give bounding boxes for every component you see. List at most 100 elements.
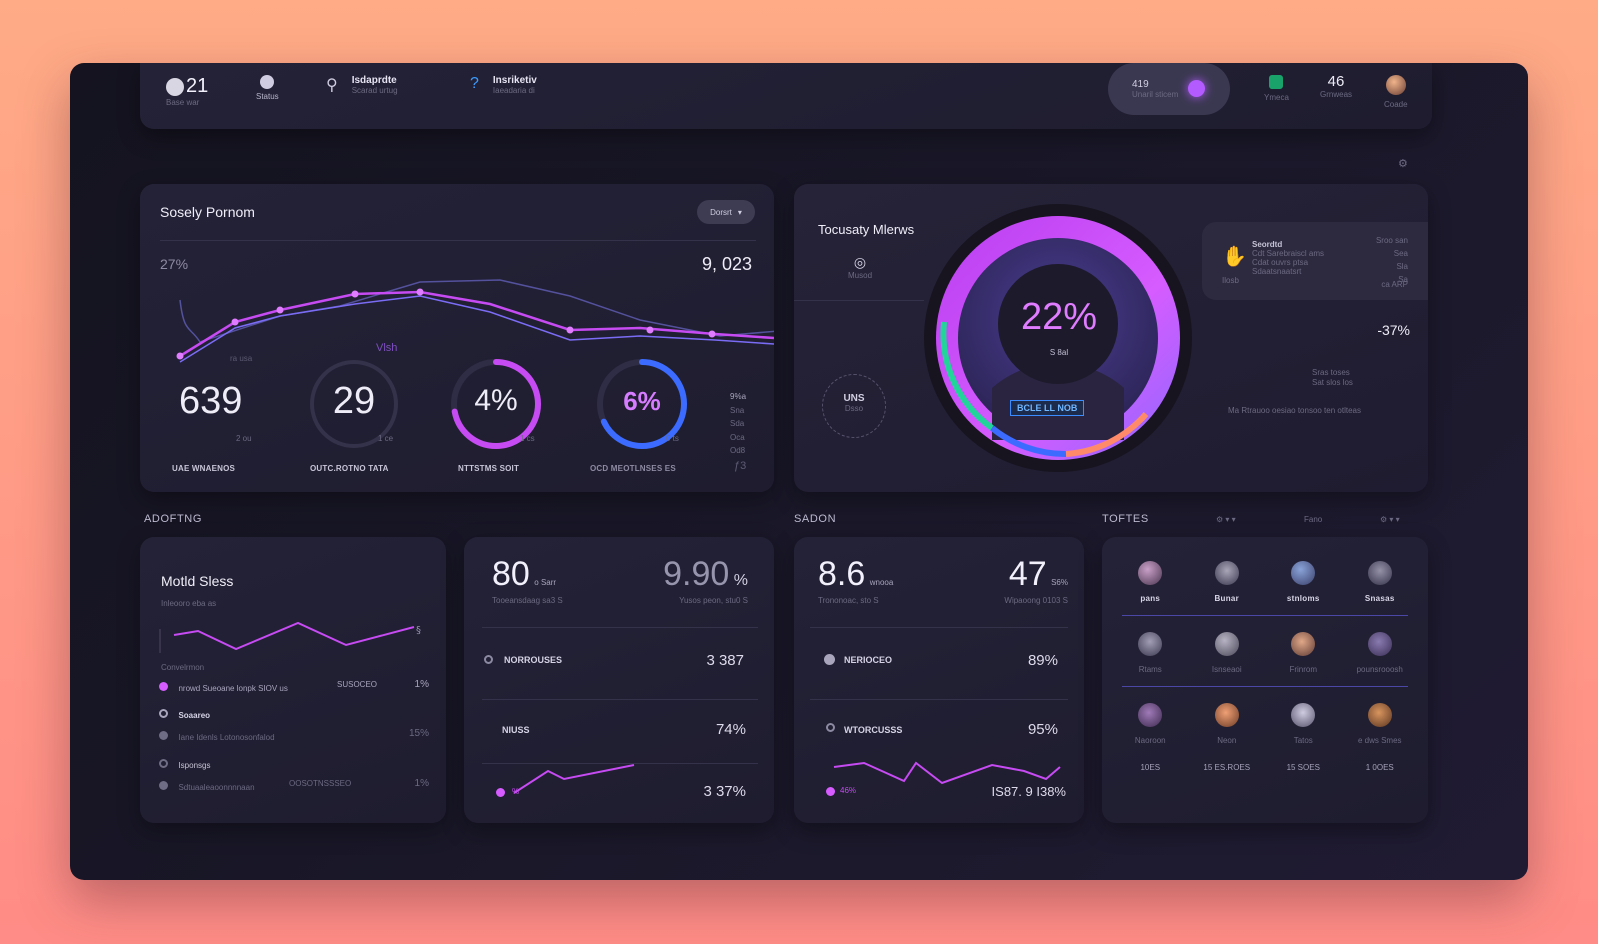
row-dot-icon — [824, 654, 835, 665]
metrics2-sparkline — [833, 761, 1061, 785]
team-member[interactable]: Tatos — [1265, 703, 1342, 745]
member-name: pounsrooosh — [1356, 665, 1403, 674]
topbar-item-4-sub: Iaeadaria di — [492, 86, 535, 95]
model-row-5[interactable]: Sdtuaaleaoonnnnaan OOSOTNSSSEO 1% — [159, 777, 429, 792]
team-header-a: Fano — [1304, 515, 1323, 524]
gauge-icon-sub: Musod — [848, 271, 873, 280]
gauge-badge[interactable]: BCLE LL NOB — [1010, 400, 1085, 416]
team-member[interactable]: Naoroon — [1112, 703, 1189, 745]
model-row-4[interactable]: Isponsgs — [159, 755, 210, 773]
gauge-arc-orange — [1065, 412, 1149, 457]
section-filter-icons[interactable]: ⚙ ▾ ▾ — [1216, 515, 1236, 524]
gauge-center-value: 22% — [1020, 296, 1098, 338]
member-name: Tatos — [1293, 736, 1313, 745]
topbar-item-3[interactable]: ⚲ Isdaprdte Scarad urtug — [326, 75, 398, 95]
topbar-status[interactable]: Status — [256, 75, 279, 101]
model-row-text: Isponsgs — [178, 761, 211, 770]
team-footer-item: 15 SOES — [1286, 763, 1320, 772]
info-right-item: Sla — [1396, 262, 1408, 271]
hand-icon: ✋ — [1222, 246, 1247, 268]
model-row-2[interactable]: Soaareo — [159, 705, 210, 723]
model-sparkline: § — [159, 621, 421, 653]
metrics2-row2-value: 95% — [1027, 721, 1058, 738]
kpi-1-sub: 2 ou — [236, 434, 252, 443]
info-foot: Ilosb — [1222, 276, 1239, 285]
team-member[interactable]: Bunar — [1189, 561, 1266, 603]
metrics2-row2-label[interactable]: WTORCUSSS — [844, 725, 903, 735]
topbar-item-4[interactable]: ? Insriketiv Iaeadaria di — [470, 75, 537, 95]
kpi-1[interactable]: 639 2 ou — [164, 356, 274, 466]
metric-1a[interactable]: 80 o Sarr Tooeansdaag sa3 S — [492, 555, 563, 605]
team-member[interactable]: Neon — [1189, 703, 1266, 745]
member-avatar — [1291, 561, 1316, 585]
team-footer-item: 1 0OES — [1365, 763, 1394, 772]
metric-2b[interactable]: 47 S6% Wipaoong 0103 S — [1004, 555, 1068, 605]
model-row-mid: OOSOTNSSSEO — [289, 779, 352, 788]
model-title: Motld Sless — [161, 573, 234, 589]
team-footer-item: 15 ES.ROES — [1203, 763, 1251, 772]
team-member[interactable]: Isnseaoi — [1189, 632, 1266, 674]
metric-1b-sub: Yusos peon, stu0 S — [679, 596, 748, 605]
row-ring-icon — [159, 759, 168, 769]
topbar-counter[interactable]: 21 Base war — [166, 75, 208, 107]
camera-icon: ◎ — [853, 254, 867, 270]
kpi-3-label: NTTSTMS SOIT — [458, 464, 520, 473]
model-row-3[interactable]: Iane Idenls Lotonosonfalod 15% — [159, 727, 429, 742]
metrics1-row1-value: 3 387 — [706, 652, 744, 669]
settings-icon[interactable]: ⚙ — [1398, 158, 1408, 170]
metrics1-row1-label[interactable]: NORROUSES — [504, 655, 563, 665]
kpi-3-ring — [451, 359, 541, 449]
team-member[interactable]: pounsrooosh — [1342, 632, 1419, 674]
kpi-side-list: 9%a Sna Sda Oca Od8 — [730, 390, 746, 458]
team-footer: 10ES 15 ES.ROES 15 SOES 1 0OES — [1112, 763, 1418, 772]
gauge-icon-block[interactable]: ◎ Musod — [848, 254, 872, 280]
topbar-profile[interactable]: Coade — [1384, 75, 1408, 109]
team-member[interactable]: stnloms — [1265, 561, 1342, 603]
performance-left-stat: 27% — [160, 256, 189, 272]
metrics1-row2-label[interactable]: NIUSS — [502, 725, 530, 735]
topbar-item-3-title: Isdaprdte — [351, 75, 397, 86]
period-dropdown[interactable]: Dorsrt ▾ — [697, 200, 755, 224]
topbar-item-3-sub: Scarad urtug — [351, 86, 398, 95]
metric-2b-value: 47 — [1008, 555, 1047, 593]
topbar-right-1[interactable]: Ymeca — [1264, 75, 1289, 102]
info-right-item: Sa — [1398, 275, 1408, 284]
kpi-1-value: 639 — [179, 380, 243, 422]
kpi-4[interactable]: 6% 0 ts — [594, 356, 690, 452]
team-member[interactable]: e dws Smes — [1342, 703, 1419, 745]
kpi-3[interactable]: 4% 1 cs — [448, 356, 544, 452]
topbar-right-2[interactable]: 46 Grnweas — [1320, 73, 1352, 99]
metric-2a[interactable]: 8.6 wnooa Trononoac, sto S — [818, 555, 893, 605]
team-row-1: pans Bunar stnloms Snasas — [1112, 561, 1418, 603]
gauge-left-divider — [794, 300, 924, 301]
grid-icon — [1269, 75, 1284, 89]
model-sales-card: Motld Sless Inleooro eba as § Convelrmon… — [140, 537, 446, 823]
small-circle[interactable]: UNS Dsso — [822, 374, 886, 438]
team-member[interactable]: pans — [1112, 561, 1189, 603]
topbar-toggle-pill[interactable]: 419 Unaril sticem — [1108, 63, 1230, 115]
gauge-info-panel[interactable]: ✋ Ilosb Seordtd Cdt Sarebraiscl ams Cdat… — [1202, 222, 1428, 300]
member-name: pans — [1140, 594, 1161, 603]
section-filter-icons-2[interactable]: ⚙ ▾ ▾ — [1380, 515, 1400, 524]
team-member[interactable]: Snasas — [1342, 561, 1419, 603]
info-line: Cdt Sarebraiscl ams — [1252, 249, 1325, 258]
metric-2a-sub: Trononoac, sto S — [818, 596, 879, 605]
chart-point — [351, 290, 359, 298]
member-avatar — [1138, 632, 1163, 656]
info-line: Sdaatsnaatsrt — [1252, 267, 1302, 276]
metrics2-divider — [810, 627, 1068, 628]
member-name: Frinrom — [1289, 665, 1318, 674]
gauge-note-top: Sras toses — [1312, 368, 1350, 377]
kpi-2[interactable]: 29 1 ce — [306, 356, 402, 452]
model-row-1[interactable]: nrowd Sueoane lonpk SIOV us SUSOCEO 1% — [159, 678, 429, 693]
kpi-2-ring — [310, 360, 398, 448]
metric-1b[interactable]: 9.90 % Yusos peon, stu0 S — [663, 555, 748, 605]
kpi-2-label: OUTC.ROTNO TATA — [310, 464, 389, 473]
link-icon: ⚲ — [326, 77, 338, 94]
team-member[interactable]: Frinrom — [1265, 632, 1342, 674]
member-avatar — [1138, 561, 1163, 585]
metrics1-divider — [482, 627, 758, 628]
info-right-item: Sea — [1393, 249, 1408, 258]
team-member[interactable]: Rtams — [1112, 632, 1189, 674]
metrics2-row1-label[interactable]: NERIOCEO — [844, 655, 893, 665]
